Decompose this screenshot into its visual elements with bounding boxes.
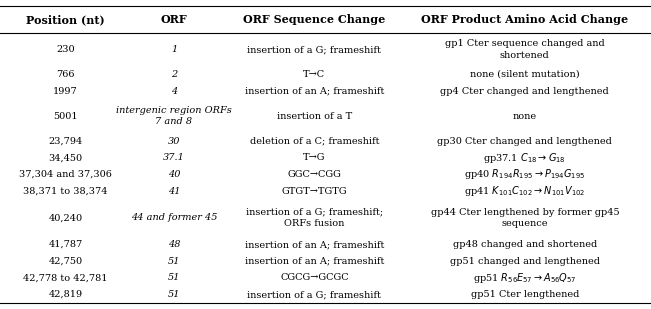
Text: insertion of a G; frameshift: insertion of a G; frameshift xyxy=(247,290,381,299)
Text: Position (nt): Position (nt) xyxy=(26,14,105,25)
Text: insertion of a G; frameshift;
ORFs fusion: insertion of a G; frameshift; ORFs fusio… xyxy=(246,208,383,228)
Text: gp37.1 $C_{18}$$\rightarrow$$G_{18}$: gp37.1 $C_{18}$$\rightarrow$$G_{18}$ xyxy=(484,151,566,165)
Text: ORF: ORF xyxy=(161,14,187,25)
Text: gp1 Cter sequence changed and
shortened: gp1 Cter sequence changed and shortened xyxy=(445,40,605,60)
Text: insertion of an A; frameshift: insertion of an A; frameshift xyxy=(245,257,384,266)
Text: 4: 4 xyxy=(171,87,177,96)
Text: gp30 Cter changed and lengthened: gp30 Cter changed and lengthened xyxy=(437,137,613,146)
Text: 37.1: 37.1 xyxy=(163,153,185,162)
Text: 37,304 and 37,306: 37,304 and 37,306 xyxy=(19,170,112,179)
Text: ORF Product Amino Acid Change: ORF Product Amino Acid Change xyxy=(421,14,628,25)
Text: 2: 2 xyxy=(171,70,177,79)
Text: none (silent mutation): none (silent mutation) xyxy=(470,70,579,79)
Text: ORF Sequence Change: ORF Sequence Change xyxy=(243,14,385,25)
Text: 42,778 to 42,781: 42,778 to 42,781 xyxy=(23,273,108,282)
Text: gp44 Cter lengthened by former gp45
sequence: gp44 Cter lengthened by former gp45 sequ… xyxy=(430,208,619,228)
Text: GGC→CGG: GGC→CGG xyxy=(287,170,341,179)
Text: 41: 41 xyxy=(168,187,180,196)
Text: 1: 1 xyxy=(171,45,177,54)
Text: 51: 51 xyxy=(168,273,180,282)
Text: 766: 766 xyxy=(56,70,75,79)
Text: 44 and former 45: 44 and former 45 xyxy=(131,213,217,222)
Text: 48: 48 xyxy=(168,240,180,249)
Text: T→G: T→G xyxy=(303,153,326,162)
Text: 42,819: 42,819 xyxy=(48,290,83,299)
Text: 51: 51 xyxy=(168,257,180,266)
Text: gp51 $R_{56}$$E_{57}$$\rightarrow$$A_{56}$$Q_{57}$: gp51 $R_{56}$$E_{57}$$\rightarrow$$A_{56… xyxy=(473,271,577,285)
Text: insertion of a G; frameshift: insertion of a G; frameshift xyxy=(247,45,381,54)
Text: T→C: T→C xyxy=(303,70,326,79)
Text: 230: 230 xyxy=(56,45,75,54)
Text: GTGT→TGTG: GTGT→TGTG xyxy=(281,187,347,196)
Text: 30: 30 xyxy=(168,137,180,146)
Text: 34,450: 34,450 xyxy=(48,153,83,162)
Text: 41,787: 41,787 xyxy=(48,240,83,249)
Text: gp48 changed and shortened: gp48 changed and shortened xyxy=(452,240,597,249)
Text: intergenic region ORFs
7 and 8: intergenic region ORFs 7 and 8 xyxy=(116,106,232,126)
Text: gp51 changed and lengthened: gp51 changed and lengthened xyxy=(450,257,600,266)
Text: CGCG→GCGC: CGCG→GCGC xyxy=(280,273,349,282)
Text: deletion of a C; frameshift: deletion of a C; frameshift xyxy=(249,137,379,146)
Text: insertion of an A; frameshift: insertion of an A; frameshift xyxy=(245,87,384,96)
Text: gp40 $R_{194}$$R_{195}$$\rightarrow$$P_{194}$$G_{195}$: gp40 $R_{194}$$R_{195}$$\rightarrow$$P_{… xyxy=(464,167,585,181)
Text: insertion of a T: insertion of a T xyxy=(277,112,352,121)
Text: 1997: 1997 xyxy=(53,87,78,96)
Text: 51: 51 xyxy=(168,290,180,299)
Text: 40,240: 40,240 xyxy=(48,213,83,222)
Text: insertion of an A; frameshift: insertion of an A; frameshift xyxy=(245,240,384,249)
Text: 23,794: 23,794 xyxy=(48,137,83,146)
Text: 42,750: 42,750 xyxy=(48,257,83,266)
Text: gp41 $K_{101}$$C_{102}$$\rightarrow$$N_{101}$$V_{102}$: gp41 $K_{101}$$C_{102}$$\rightarrow$$N_{… xyxy=(464,184,585,198)
Text: gp51 Cter lengthened: gp51 Cter lengthened xyxy=(471,290,579,299)
Text: 38,371 to 38,374: 38,371 to 38,374 xyxy=(23,187,108,196)
Text: 5001: 5001 xyxy=(53,112,78,121)
Text: gp4 Cter changed and lengthened: gp4 Cter changed and lengthened xyxy=(441,87,609,96)
Text: none: none xyxy=(513,112,537,121)
Text: 40: 40 xyxy=(168,170,180,179)
